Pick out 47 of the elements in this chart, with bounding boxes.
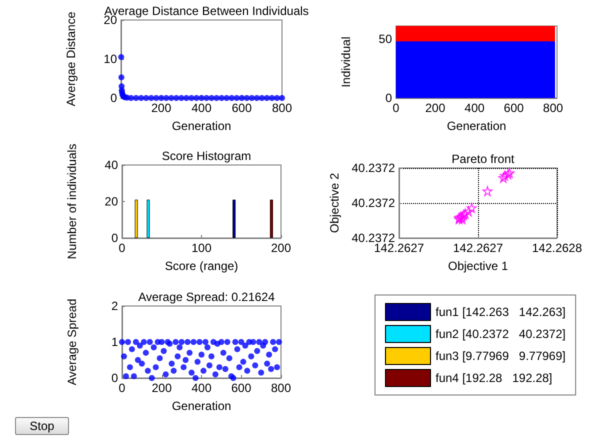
x-tick-label: 142.2627: [452, 241, 504, 255]
y-tick-label: 40: [104, 158, 118, 172]
x-axis-title: Generation: [172, 119, 232, 133]
legend-label: fun1 [142.263 142.263]: [436, 305, 566, 319]
y-tick-label: 40.2372: [352, 196, 396, 210]
x-tick-label: 800: [270, 381, 292, 395]
x-tick-label: 600: [232, 101, 252, 115]
x-axis-title: Score (range): [164, 259, 238, 273]
y-axis-title: Average Spread: [65, 298, 79, 386]
y-axis-title: Objective 2: [328, 172, 342, 234]
x-tick-label: 800: [543, 101, 564, 115]
y-tick-label: 40.2372: [352, 161, 396, 175]
x-tick-label: 400: [191, 381, 212, 395]
y-tick-label: 2: [111, 299, 118, 313]
x-tick-label: 100: [191, 241, 212, 255]
y-tick-label: 0: [111, 231, 118, 245]
x-tick-label: 400: [191, 101, 212, 115]
legend-label: fun2 [40.2372 40.2372]: [436, 327, 566, 341]
x-tick-label: 400: [464, 101, 485, 115]
y-axis-title: Avergae Distance: [64, 11, 78, 106]
chart-title: Average Spread: 0.21624: [138, 290, 276, 304]
x-axis-title: Generation: [172, 399, 232, 413]
y-tick-label: 50: [378, 32, 392, 46]
y-axis-title: Number of individuals: [65, 144, 79, 260]
x-tick-label: 200: [270, 241, 292, 255]
chart-title: Pareto front: [452, 152, 516, 166]
y-tick-label: 1: [111, 335, 118, 349]
chart-title: Score Histogram: [162, 149, 252, 163]
legend-label: fun3 [9.77969 9.77969]: [436, 349, 566, 363]
x-tick-label: 200: [425, 101, 446, 115]
x-tick-label: 200: [152, 381, 172, 395]
x-tick-label: 200: [151, 101, 172, 115]
x-tick-label: 600: [504, 101, 524, 115]
stop-button: Stop: [15, 417, 69, 435]
x-axis-title: Objective 1: [448, 259, 508, 273]
x-tick-label: 142.2628: [532, 241, 582, 255]
x-tick-label: 600: [231, 381, 252, 395]
y-tick-label: 20: [104, 194, 118, 208]
legend-label: fun4 [192.28 192.28]: [436, 371, 552, 385]
y-tick-label: 0: [111, 371, 118, 385]
y-tick-label: 0: [385, 91, 392, 105]
y-tick-label: 10: [104, 52, 118, 66]
y-axis-title: Individual: [339, 36, 353, 88]
chart-title: Average Distance Between Individuals: [104, 4, 309, 18]
x-axis-title: Generation: [446, 119, 506, 133]
x-tick-label: 800: [272, 101, 292, 115]
y-tick-label: 0: [110, 91, 118, 105]
